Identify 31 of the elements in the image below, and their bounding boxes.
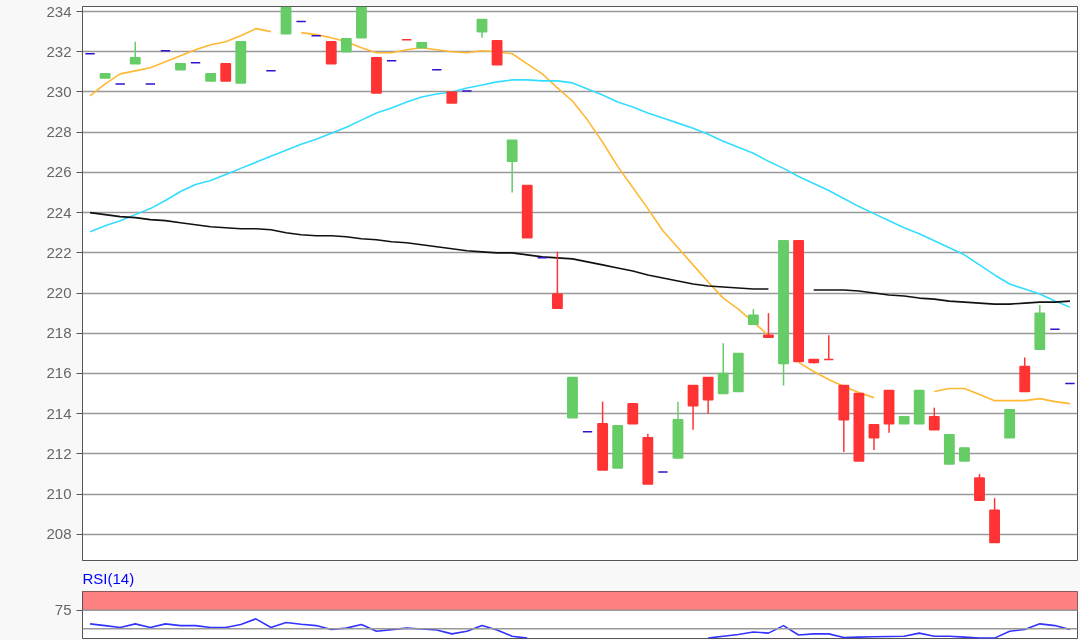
candlestick	[717, 342, 729, 395]
y-tick-label: 230	[46, 82, 72, 100]
y-tick-label: 210	[46, 485, 72, 503]
candlestick	[627, 402, 639, 425]
y-tick-label: 212	[46, 444, 72, 462]
y-tick-label: 214	[46, 404, 72, 422]
y-tick-label: 208	[46, 525, 72, 543]
candlestick	[974, 473, 985, 501]
chart-title: RSI(14)	[82, 569, 135, 587]
line-series	[89, 79, 1071, 308]
candlestick	[763, 312, 774, 339]
y-tick-label: 220	[46, 284, 72, 302]
candlestick	[325, 40, 337, 65]
candlestick	[687, 384, 699, 431]
y-tick-label: 226	[46, 163, 72, 181]
candlestick	[868, 424, 880, 451]
text: 75	[54, 601, 72, 619]
y-tick-label: 218	[46, 324, 72, 342]
y-tick-label: 234	[46, 2, 72, 20]
y-tick-label: 222	[46, 243, 72, 261]
y-tick-label: 228	[46, 123, 72, 141]
y-tick-label: 232	[46, 42, 72, 60]
candlestick	[506, 139, 518, 194]
candlestick	[823, 334, 835, 361]
candlestick	[129, 40, 141, 65]
candlestick	[702, 376, 714, 415]
candlestick	[928, 406, 940, 431]
y-tick-label: 216	[46, 364, 72, 382]
candlestick	[476, 18, 488, 39]
y-tick-label: 224	[46, 203, 72, 221]
candlestick	[551, 251, 563, 309]
